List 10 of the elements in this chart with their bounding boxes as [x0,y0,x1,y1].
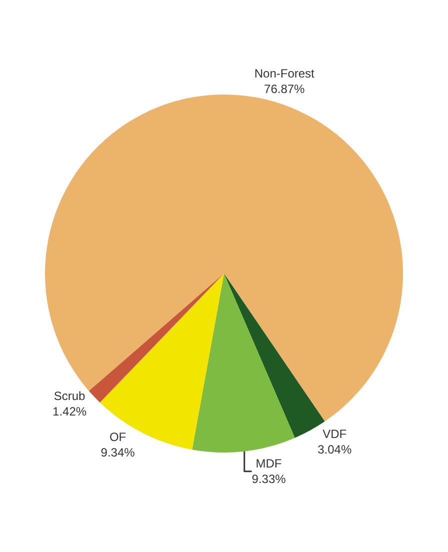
slice-label: MDF [256,456,282,471]
slice-label: Non-Forest [254,66,316,81]
data-label: 9.33% [252,472,286,486]
slice-label: Scrub [54,389,86,404]
data-label: 76.87% [264,82,306,96]
data-label: 9.34% [100,445,136,460]
slice-label: OF [109,430,126,444]
data-label: 3.04% [318,442,352,457]
slice-label: VDF [322,426,347,441]
data-label: 1.42% [52,404,87,419]
